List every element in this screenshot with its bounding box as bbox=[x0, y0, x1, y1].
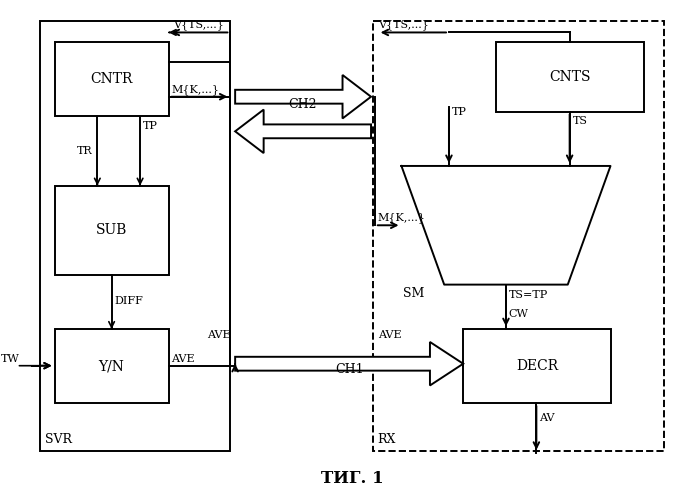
Text: V{TS,...}: V{TS,...} bbox=[378, 20, 429, 30]
Text: Y/N: Y/N bbox=[99, 359, 124, 373]
Bar bbox=[55, 329, 168, 404]
Text: CNTS: CNTS bbox=[550, 70, 591, 84]
Text: V{TS,...}: V{TS,...} bbox=[173, 20, 224, 30]
Polygon shape bbox=[235, 342, 463, 386]
Bar bbox=[55, 42, 168, 117]
Text: AVE: AVE bbox=[207, 330, 231, 340]
Text: M{K,...}: M{K,...} bbox=[172, 84, 220, 94]
Text: AV: AV bbox=[539, 413, 555, 423]
Text: DECR: DECR bbox=[516, 359, 558, 373]
Text: SM: SM bbox=[404, 286, 425, 300]
Text: TP: TP bbox=[143, 122, 158, 132]
Text: CH2: CH2 bbox=[289, 98, 317, 111]
Text: TS: TS bbox=[573, 116, 587, 126]
Text: CNTR: CNTR bbox=[91, 72, 132, 86]
Text: CH1: CH1 bbox=[335, 363, 364, 376]
Bar bbox=[496, 42, 644, 112]
Text: AVE: AVE bbox=[172, 354, 195, 364]
Text: DIFF: DIFF bbox=[114, 296, 143, 306]
Bar bbox=[373, 20, 664, 450]
Text: M{K,...}: M{K,...} bbox=[378, 212, 426, 224]
Bar bbox=[463, 329, 610, 404]
Text: ΤИГ. 1: ΤИГ. 1 bbox=[320, 470, 383, 488]
Text: TR: TR bbox=[76, 146, 92, 156]
Bar bbox=[55, 186, 168, 274]
Text: TW: TW bbox=[1, 354, 20, 364]
Text: TP: TP bbox=[452, 106, 466, 117]
Text: SVR: SVR bbox=[45, 433, 72, 446]
Polygon shape bbox=[235, 75, 371, 118]
Text: AVE: AVE bbox=[378, 330, 402, 340]
Text: TS=TP: TS=TP bbox=[509, 290, 548, 300]
Text: SUB: SUB bbox=[96, 223, 127, 237]
Polygon shape bbox=[235, 110, 371, 153]
Text: CW: CW bbox=[509, 309, 529, 319]
Bar bbox=[41, 20, 231, 450]
Text: RX: RX bbox=[378, 433, 396, 446]
